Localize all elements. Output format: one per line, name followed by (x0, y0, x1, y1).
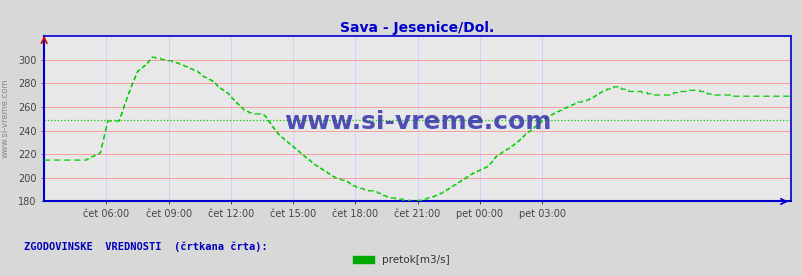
Text: ZGODOVINSKE  VREDNOSTI  (črtkana črta):: ZGODOVINSKE VREDNOSTI (črtkana črta): (24, 241, 268, 252)
Title: Sava - Jesenice/Dol.: Sava - Jesenice/Dol. (340, 21, 494, 35)
Legend: pretok[m3/s]: pretok[m3/s] (348, 251, 454, 269)
Text: www.si-vreme.com: www.si-vreme.com (283, 110, 551, 134)
Text: www.si-vreme.com: www.si-vreme.com (1, 79, 10, 158)
